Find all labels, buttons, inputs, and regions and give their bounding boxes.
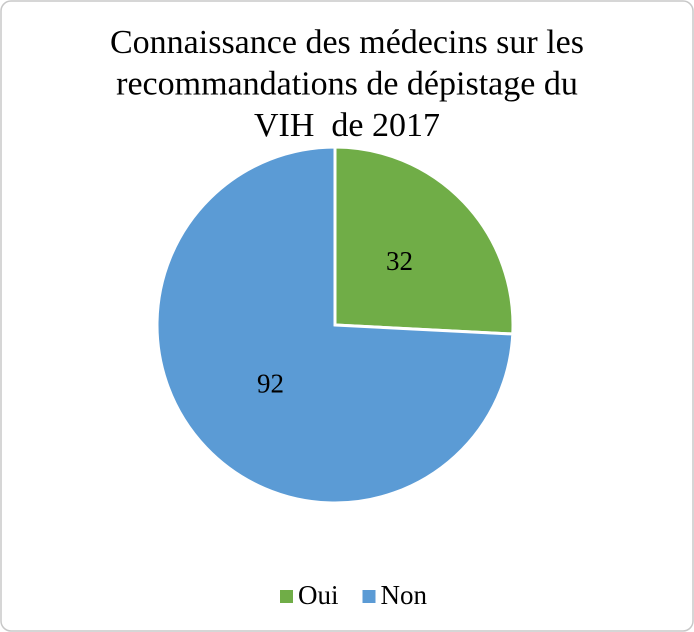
pie-slice <box>155 145 515 505</box>
chart-title: VIH de 2017 <box>254 107 440 144</box>
chart-title: Connaissance des médecins sur les <box>110 24 584 61</box>
legend-label: Non <box>381 580 428 610</box>
pie-slice <box>333 145 515 336</box>
legend-label: Oui <box>298 580 339 610</box>
data-label: 32 <box>386 246 413 276</box>
data-label: 92 <box>257 369 284 399</box>
legend-swatch <box>280 590 293 603</box>
legend-swatch <box>362 590 376 603</box>
chart-title: recommandations de dépistage du <box>116 65 578 102</box>
